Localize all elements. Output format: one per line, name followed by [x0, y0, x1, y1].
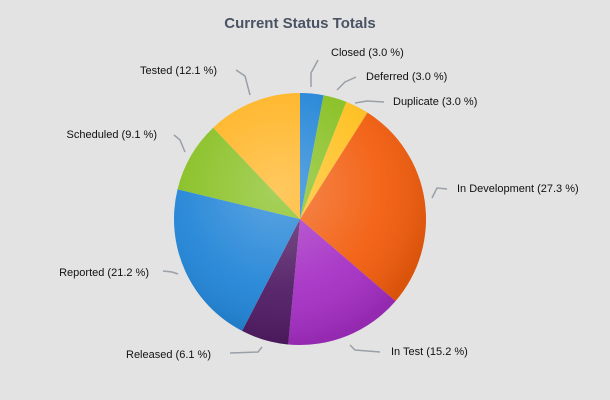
leader-line	[431, 187, 448, 199]
slice-label: Tested (12.1 %)	[140, 65, 217, 77]
slice-label: Closed (3.0 %)	[331, 47, 404, 59]
leader-lines	[162, 59, 448, 354]
pie-slices	[173, 93, 426, 345]
leader-line	[162, 270, 179, 275]
leader-line	[173, 134, 186, 153]
slice-label: In Test (15.2 %)	[391, 346, 468, 358]
slice-label: Reported (21.2 %)	[59, 267, 149, 279]
leader-line	[229, 346, 263, 354]
leader-line	[235, 69, 251, 96]
slice-label: Deferred (3.0 %)	[366, 71, 447, 83]
leader-line	[336, 76, 357, 91]
slice-label: Released (6.1 %)	[126, 349, 211, 361]
chart-title: Current Status Totals	[224, 15, 375, 32]
leader-line	[349, 344, 381, 353]
leader-line	[354, 100, 385, 104]
leader-line	[310, 59, 319, 87]
slice-label: Scheduled (9.1 %)	[67, 129, 158, 141]
slice-label: In Development (27.3 %)	[457, 183, 579, 195]
slice-labels: Closed (3.0 %) Deferred (3.0 %) Duplicate …	[59, 47, 579, 361]
slice-label: Duplicate (3.0 %)	[393, 96, 477, 108]
